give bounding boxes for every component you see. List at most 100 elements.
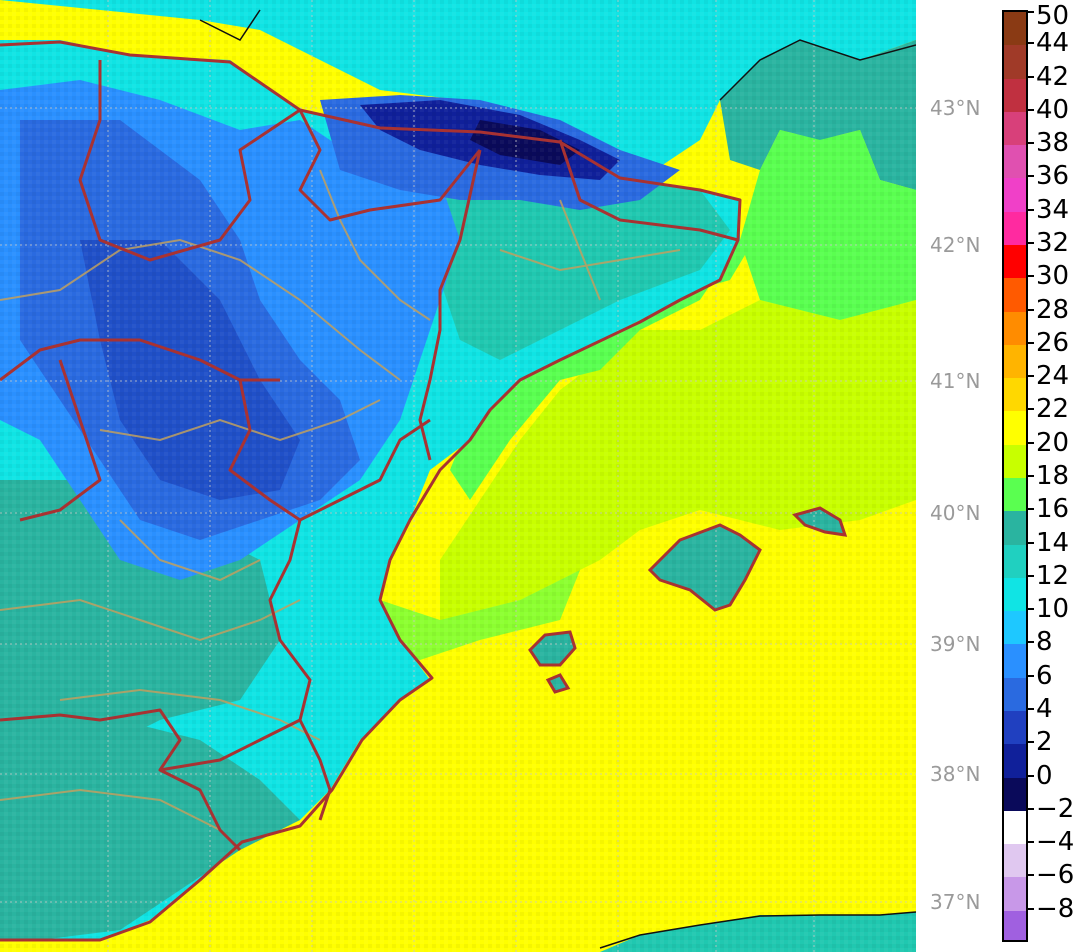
colorbar-label: −8 (1036, 893, 1075, 924)
colorbar-segment (1004, 378, 1026, 413)
colorbar-segment (1004, 444, 1026, 479)
colorbar-tick (1028, 142, 1034, 145)
colorbar-label: −6 (1036, 860, 1075, 891)
colorbar-tick (1028, 375, 1034, 378)
colorbar-tick (1028, 741, 1034, 744)
colorbar-tick (1028, 774, 1034, 777)
colorbar-tick (1028, 475, 1034, 477)
colorbar-label: −2 (1036, 793, 1075, 824)
colorbar-segment (1004, 611, 1026, 646)
temperature-map[interactable] (0, 0, 916, 952)
colorbar-label: 42 (1036, 61, 1070, 92)
colorbar-label: 28 (1036, 294, 1070, 325)
colorbar-tick (1028, 807, 1034, 810)
colorbar-segment (1004, 677, 1026, 712)
colorbar-label: 6 (1036, 660, 1053, 691)
colorbar-label: 2 (1036, 727, 1053, 758)
colorbar-segment (1004, 178, 1026, 213)
colorbar-label: 24 (1036, 361, 1070, 392)
lat-label-41: 41°N (930, 369, 981, 393)
colorbar-label: 20 (1036, 427, 1070, 458)
colorbar-tick (1028, 574, 1034, 577)
lat-label-40: 40°N (930, 501, 981, 525)
colorbar-label: 18 (1036, 461, 1070, 491)
colorbar-segment (1004, 278, 1026, 313)
colorbar-tick (1028, 907, 1034, 910)
lat-label-43: 43°N (930, 96, 981, 120)
colorbar-segment (1004, 544, 1026, 579)
colorbar-segment (1004, 45, 1026, 80)
colorbar-tick (1028, 841, 1034, 844)
colorbar-label: 16 (1036, 494, 1070, 525)
colorbar-tick (1028, 508, 1034, 511)
colorbar-label: 40 (1036, 94, 1070, 125)
colorbar-segment (1004, 211, 1026, 246)
lat-label-42: 42°N (930, 233, 981, 257)
colorbar-segment (1004, 810, 1026, 846)
colorbar-tick (1028, 308, 1034, 311)
colorbar-label: 44 (1036, 28, 1070, 59)
colorbar-tick (1028, 708, 1034, 710)
colorbar-tick (1028, 242, 1034, 244)
colorbar-label: 10 (1036, 594, 1070, 625)
colorbar-label: 50 (1036, 1, 1070, 31)
colorbar-label: −4 (1036, 827, 1075, 858)
colorbar-tick (1028, 608, 1034, 611)
colorbar-segment (1004, 844, 1026, 879)
colorbar-label: 14 (1036, 527, 1070, 558)
colorbar-segment (1004, 777, 1026, 812)
latitude-axis: 43°N 42°N 41°N 40°N 39°N 38°N 37°N (916, 0, 996, 952)
africa-coastline (599, 911, 916, 949)
colorbar-segment (1004, 344, 1026, 380)
colorbar-tick (1028, 874, 1034, 877)
colorbar-segment (1004, 311, 1026, 346)
colorbar-segment (1004, 511, 1026, 546)
region-borders (0, 40, 742, 942)
map-canvas (0, 0, 916, 952)
colorbar-label: 30 (1036, 261, 1070, 292)
lat-label-37: 37°N (930, 890, 981, 914)
colorbar-segment (1004, 78, 1026, 113)
nw-coastline (199, 9, 261, 41)
colorbar-tick (1028, 175, 1034, 178)
colorbar-label: 26 (1036, 327, 1070, 358)
colorbar-tick (1028, 208, 1034, 211)
colorbar-tick (1028, 275, 1034, 278)
colorbar-label: 32 (1036, 228, 1070, 258)
ibiza-outline (528, 630, 577, 667)
colorbar-label: 36 (1036, 161, 1070, 192)
colorbar-label: 12 (1036, 560, 1070, 591)
colorbar-segment (1004, 711, 1026, 746)
province-borders (0, 169, 681, 831)
formentera-outline (545, 673, 571, 694)
colorbar-segment (1004, 111, 1026, 147)
colorbar-segment (1004, 245, 1026, 280)
colorbar-tick (1028, 408, 1034, 411)
colorbar-segment (1004, 577, 1026, 613)
temperature-colorbar (1002, 10, 1028, 942)
colorbar-tick (1028, 641, 1034, 644)
colorbar-segment (1004, 12, 1026, 47)
colorbar-tick (1028, 441, 1034, 444)
colorbar-label: 38 (1036, 128, 1070, 159)
colorbar-segment (1004, 478, 1026, 513)
colorbar-tick (1028, 541, 1034, 544)
colorbar-segment (1004, 145, 1026, 180)
colorbar-tick (1028, 341, 1034, 344)
colorbar-segment (1004, 877, 1026, 912)
colorbar-tick (1028, 108, 1034, 111)
colorbar-segment (1004, 411, 1026, 446)
colorbar-tick (1028, 674, 1034, 677)
lat-label-38: 38°N (930, 762, 981, 786)
colorbar-label: 34 (1036, 194, 1070, 225)
colorbar-tick (1028, 11, 1034, 13)
menorca-outline (792, 506, 848, 537)
colorbar-segment (1004, 744, 1026, 779)
colorbar-segment (1004, 910, 1026, 940)
graticule (0, 0, 916, 952)
colorbar-label: 0 (1036, 760, 1053, 791)
colorbar-label: 4 (1036, 694, 1053, 724)
colorbar-label: 22 (1036, 394, 1070, 425)
colorbar-segment (1004, 644, 1026, 679)
lat-label-39: 39°N (930, 632, 981, 656)
